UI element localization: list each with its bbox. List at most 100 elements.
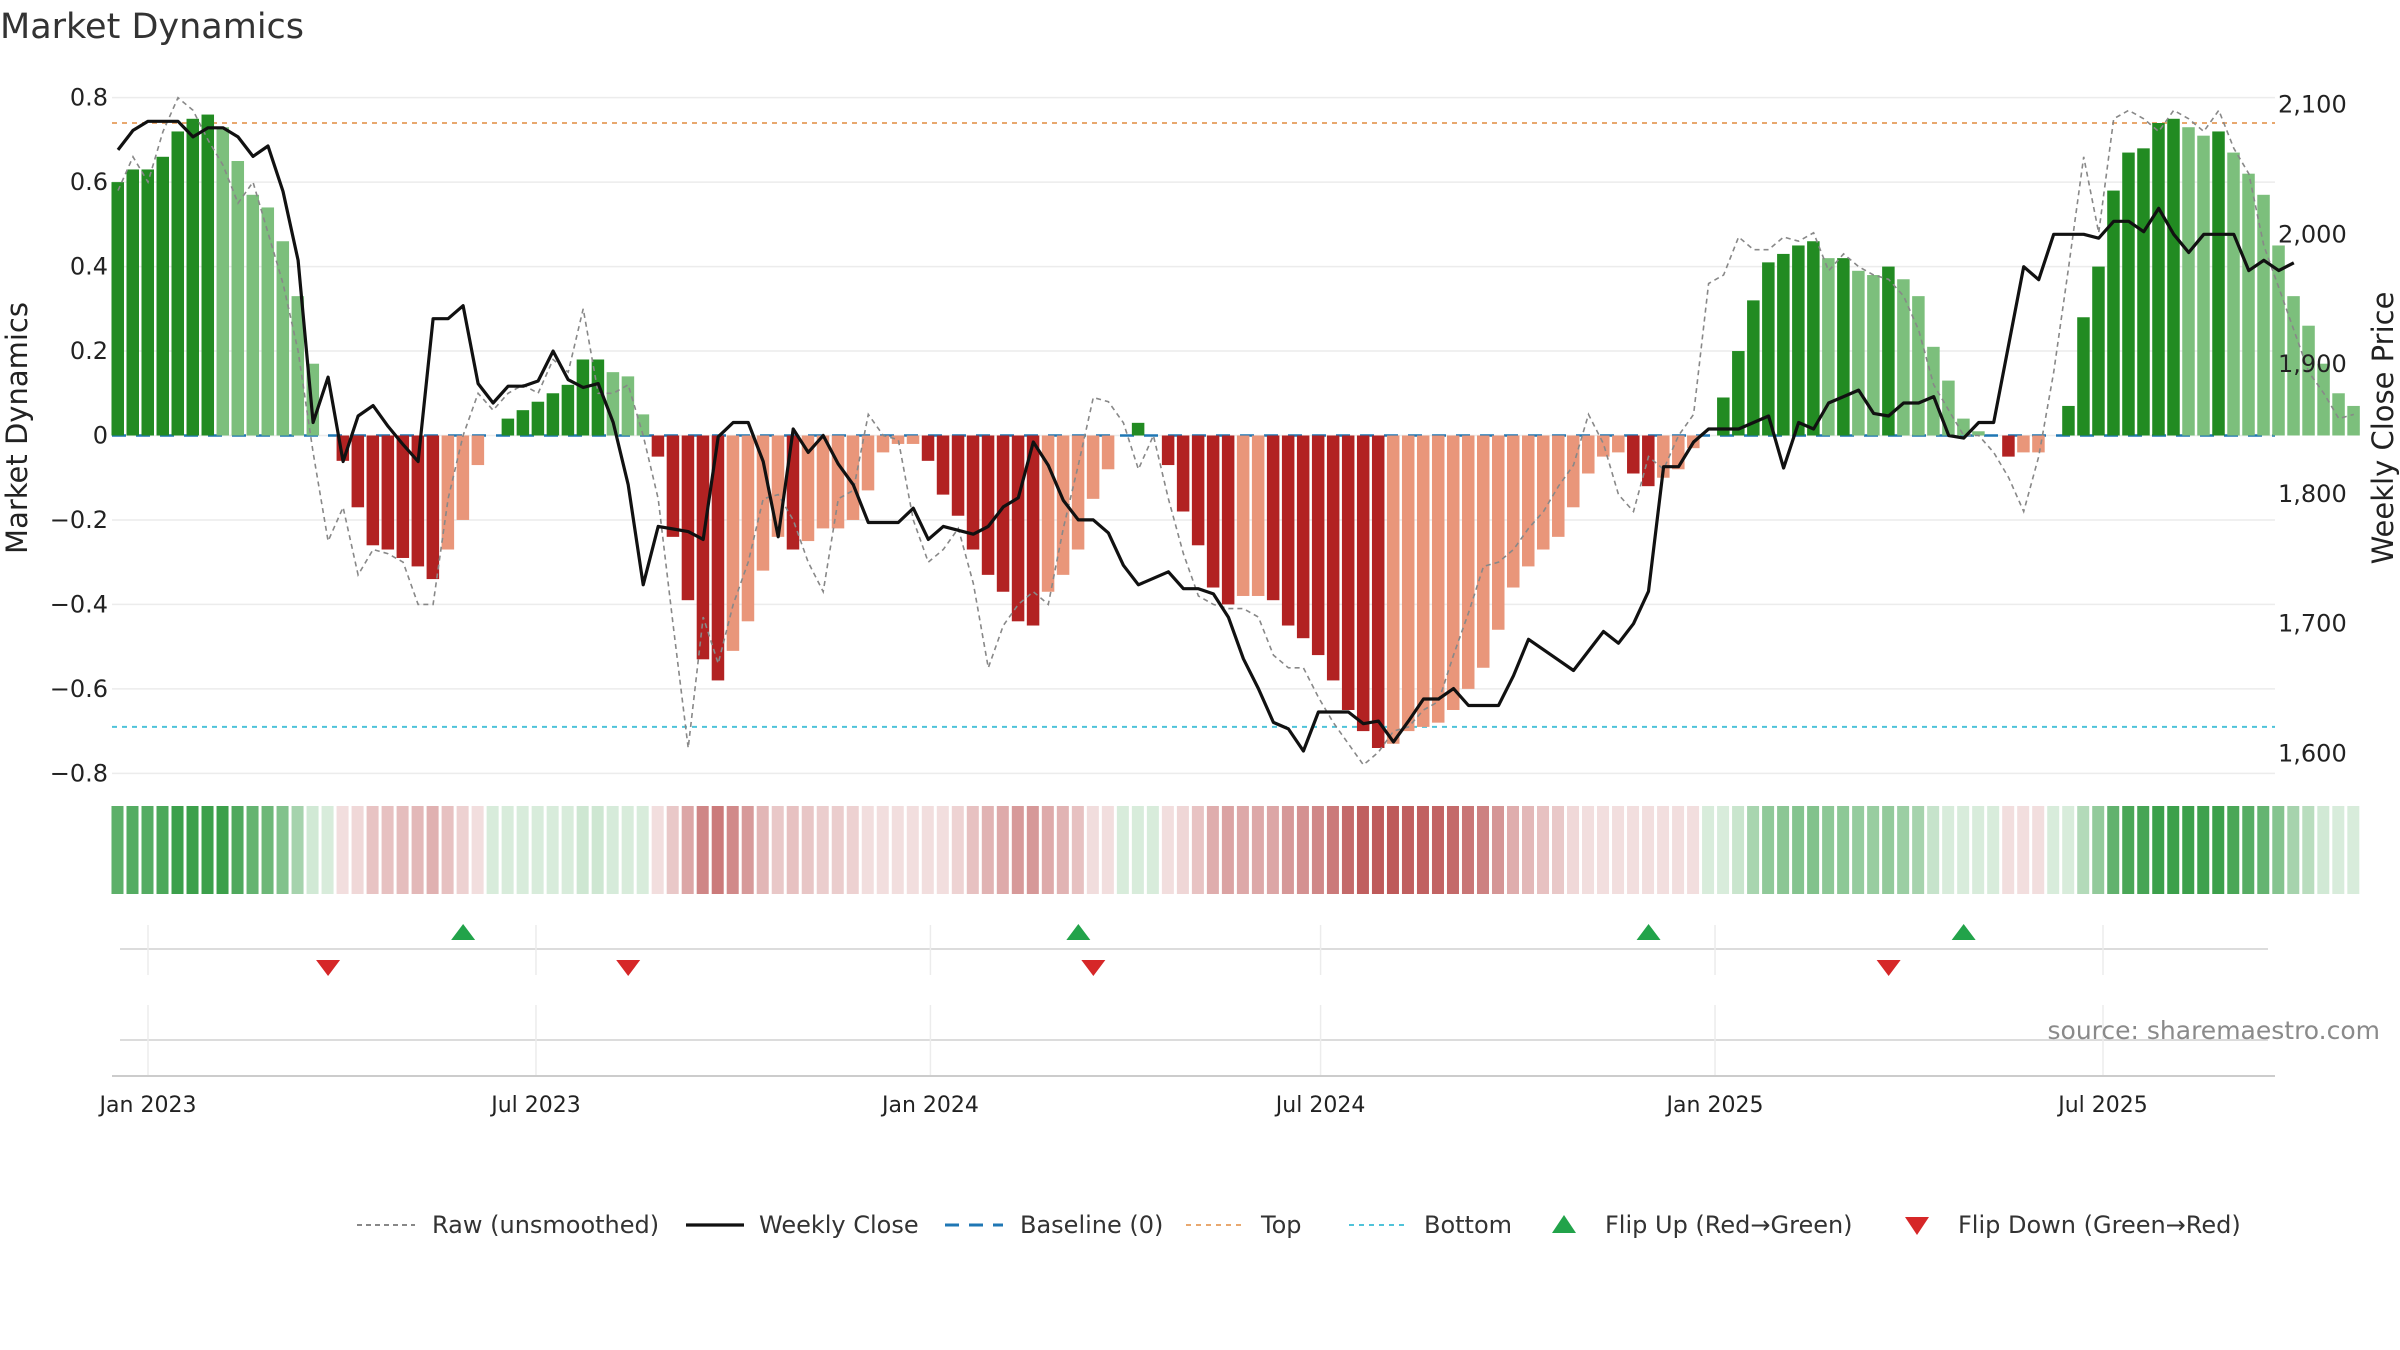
dynamics-bar (2122, 152, 2135, 436)
regime-cell (1717, 806, 1730, 894)
legend-item: Top (1186, 1211, 1302, 1239)
x-tick-label: Jul 2024 (1274, 1093, 1366, 1118)
dynamics-bar (2017, 435, 2030, 453)
legend: Raw (unsmoothed) Weekly Close Baseline (0)… (357, 1211, 2241, 1239)
regime-cell (876, 806, 889, 894)
y-tick-label: −0.4 (50, 590, 108, 618)
dynamics-bar (1341, 435, 1355, 710)
regime-cell (2197, 806, 2210, 894)
dynamics-bar (1582, 435, 1595, 474)
regime-cell (1987, 806, 2000, 894)
regime-cell (1582, 806, 1595, 894)
dynamics-bar (2107, 190, 2120, 436)
regime-cell (441, 806, 454, 894)
x-axis: Jan 2023 Jul 2023 Jan 2024 Jul 2024 Jan 2025… (98, 1075, 2275, 1118)
regime-cell (1837, 806, 1850, 894)
dynamics-bar (531, 401, 545, 436)
regime-cell (846, 806, 859, 894)
regime-cell (336, 806, 349, 894)
regime-cell (231, 806, 244, 894)
dynamics-bar (561, 384, 575, 436)
dynamics-bar (1191, 435, 1205, 546)
legend-item: Flip Down (Green→Red) (1905, 1211, 2241, 1239)
regime-cell (1747, 806, 1760, 894)
dynamics-bar (951, 435, 965, 516)
regime-cell (2032, 806, 2045, 894)
dynamics-bar (1476, 435, 1490, 668)
regime-cell (861, 806, 874, 894)
regime-cell (1326, 806, 1339, 894)
legend-label: Top (1260, 1211, 1302, 1239)
dynamics-bar (1927, 346, 1940, 436)
regime-cell (1431, 806, 1444, 894)
regime-cell (681, 806, 694, 894)
dynamics-bar (636, 414, 650, 436)
regime-cell (1311, 806, 1324, 894)
regime-cell (1026, 806, 1039, 894)
dynamics-bar (741, 435, 755, 622)
y-tick-label: −0.6 (50, 675, 108, 703)
regime-cell (561, 806, 574, 894)
regime-cell (1612, 806, 1625, 894)
dynamics-bar (1837, 258, 1850, 436)
regime-cell (546, 806, 559, 894)
dynamics-bar (816, 435, 830, 529)
regime-cell (1251, 806, 1264, 894)
y2-tick-label: 1,800 (2278, 480, 2347, 508)
regime-cell (1386, 806, 1399, 894)
dynamics-bar (1491, 435, 1505, 630)
regime-cell (2107, 806, 2120, 894)
dynamics-bar (2182, 127, 2195, 436)
regime-cell (2182, 806, 2195, 894)
left-axis: 0.8 0.6 0.4 0.2 0 −0.2 −0.4 −0.6 −0.8 (50, 84, 108, 788)
dynamics-bar (2062, 405, 2075, 436)
dynamics-bar (1777, 253, 1790, 436)
regime-cell (906, 806, 919, 894)
regime-cell (1672, 806, 1685, 894)
weekly-close-line (116, 119, 2295, 753)
dynamics-bar (1747, 300, 1760, 436)
dynamics-bar (246, 194, 260, 436)
dynamics-bar (1882, 266, 1895, 436)
regime-cell (2047, 806, 2060, 894)
dynamics-bar (861, 435, 875, 491)
regime-cell (246, 806, 259, 894)
regime-cell (306, 806, 319, 894)
regime-cell (351, 806, 364, 894)
regime-cell (771, 806, 784, 894)
regime-cell (2167, 806, 2180, 894)
dynamics-bar (2317, 363, 2330, 436)
dynamics-bar (1296, 435, 1310, 639)
dynamics-bar (231, 161, 245, 436)
regime-cell (2332, 806, 2345, 894)
regime-cell (951, 806, 964, 894)
dynamics-bar (1642, 435, 1655, 487)
dynamics-bar (801, 435, 815, 542)
regime-cell (1266, 806, 1279, 894)
regime-cell (1446, 806, 1459, 894)
legend-item: Bottom (1349, 1211, 1512, 1239)
flip-up-marker (1066, 924, 1091, 940)
regime-cell (1476, 806, 1489, 894)
legend-label: Flip Down (Green→Red) (1958, 1211, 2241, 1239)
regime-cell (636, 806, 649, 894)
dynamics-bar (456, 435, 470, 520)
y2-tick-label: 1,900 (2278, 350, 2347, 378)
legend-swatch-flip-up (1552, 1215, 1576, 1233)
dynamics-bar (366, 435, 380, 546)
regime-cell (696, 806, 709, 894)
dynamics-bar (2332, 393, 2345, 436)
y2-tick-label: 2,100 (2278, 90, 2347, 118)
regime-cell (786, 806, 799, 894)
dynamics-bar (1251, 435, 1265, 596)
regime-cell (711, 806, 724, 894)
regime-cell (816, 806, 829, 894)
regime-cell (111, 806, 124, 894)
regime-cell (1567, 806, 1580, 894)
regime-cell (1071, 806, 1084, 894)
regime-cell (516, 806, 529, 894)
dynamics-bar (471, 435, 485, 466)
dynamics-bar (651, 435, 665, 457)
dynamics-bar (966, 435, 980, 550)
x-tick-label: Jul 2025 (2056, 1093, 2148, 1118)
